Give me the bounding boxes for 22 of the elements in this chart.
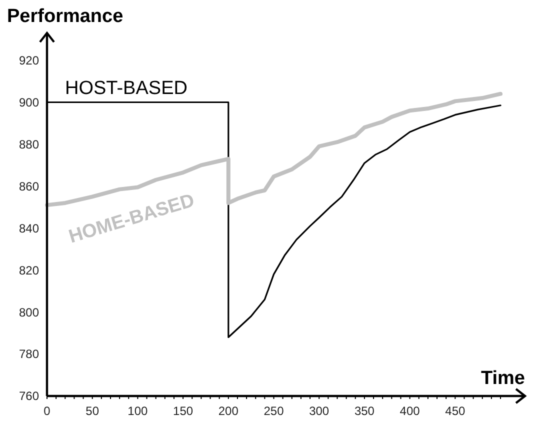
x-tick-label: 350 <box>354 404 375 418</box>
y-tick-label: 840 <box>18 221 40 236</box>
y-axis-title: Performance <box>7 6 124 27</box>
x-tick-label: 0 <box>44 404 51 418</box>
y-tick-label: 820 <box>18 263 40 278</box>
x-tick-label: 450 <box>445 404 466 418</box>
y-tick-label: 800 <box>18 305 40 320</box>
x-tick-label: 300 <box>309 404 330 418</box>
y-tick-label: 920 <box>18 53 40 68</box>
x-tick-label: 150 <box>173 404 194 418</box>
x-tick-label: 250 <box>264 404 284 418</box>
series-label: HOST-BASED <box>65 78 188 100</box>
y-tick-label: 780 <box>18 347 40 362</box>
y-tick-label: 760 <box>18 389 40 404</box>
x-tick-label: 400 <box>400 404 420 418</box>
y-tick-label: 860 <box>18 179 40 194</box>
y-tick-label: 900 <box>18 95 40 110</box>
x-tick-label: 50 <box>86 404 100 418</box>
x-tick-label: 200 <box>218 404 239 418</box>
x-tick-label: 100 <box>128 404 148 418</box>
y-tick-label: 880 <box>18 137 40 152</box>
x-axis-title: Time <box>480 368 525 389</box>
